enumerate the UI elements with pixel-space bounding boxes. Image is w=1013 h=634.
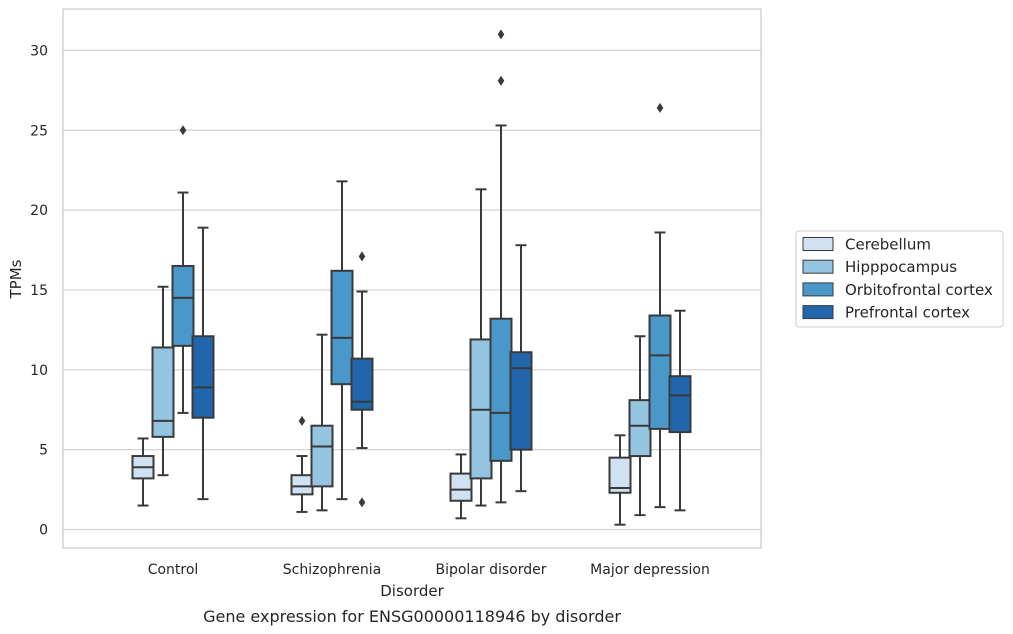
x-tick-label: Control	[148, 562, 199, 578]
legend-swatch	[802, 305, 834, 320]
legend: Cerebellum Hipppocampus Orbitofrontal cort…	[795, 230, 1004, 328]
y-tick-label: 30	[30, 43, 48, 59]
grid-lines	[63, 49, 761, 531]
box-iqr	[310, 424, 334, 488]
outlier-point	[656, 102, 664, 113]
outlier-point	[298, 415, 306, 426]
box-iqr	[449, 472, 473, 502]
x-axis-label: Disorder	[380, 582, 444, 600]
box-orbitofrontal-cortex	[648, 102, 672, 509]
legend-swatch	[802, 282, 834, 297]
outlier-point	[358, 497, 366, 508]
box-iqr	[151, 346, 175, 438]
box-iqr	[350, 357, 374, 411]
outlier-point	[497, 75, 505, 86]
plot-area-frame	[62, 8, 762, 549]
box-iqr	[668, 375, 692, 434]
box-prefrontal-cortex	[509, 244, 533, 493]
outlier-point	[497, 29, 505, 40]
legend-label: Prefrontal cortex	[845, 304, 970, 322]
box-prefrontal-cortex	[350, 251, 374, 508]
box-hipppocampus	[310, 333, 334, 512]
x-tick-label: Bipolar disorder	[435, 562, 546, 578]
box-iqr	[628, 399, 652, 458]
y-axis-label: TPMs	[7, 259, 25, 299]
x-tick-label: Major depression	[590, 562, 710, 578]
box-cerebellum	[449, 453, 473, 520]
y-tick-label: 20	[30, 203, 48, 219]
box-prefrontal-cortex	[191, 226, 215, 501]
legend-swatch	[802, 237, 834, 251]
y-tick-label: 15	[30, 283, 48, 299]
box-plot-series	[131, 29, 692, 526]
outlier-point	[358, 251, 366, 262]
y-tick-label: 10	[30, 363, 48, 379]
legend-label: Cerebellum	[845, 236, 931, 254]
x-tick-label: Schizophrenia	[283, 562, 381, 578]
legend-frame	[795, 230, 1004, 328]
box-orbitofrontal-cortex	[171, 125, 195, 414]
box-iqr	[191, 335, 215, 419]
box-iqr	[648, 314, 672, 430]
box-iqr	[330, 269, 354, 386]
box-hipppocampus	[469, 188, 493, 507]
box-cerebellum	[290, 415, 314, 513]
box-orbitofrontal-cortex	[489, 29, 513, 504]
y-tick-label: 25	[30, 123, 48, 139]
y-tick-label: 5	[39, 443, 48, 459]
box-cerebellum	[131, 437, 155, 507]
legend-swatch	[802, 259, 834, 274]
legend-label: Orbitofrontal cortex	[845, 281, 993, 299]
box-iqr	[509, 351, 533, 451]
box-iqr	[290, 474, 314, 496]
outlier-point	[179, 125, 187, 136]
box-iqr	[608, 456, 632, 494]
y-tick-label: 0	[39, 523, 48, 539]
box-iqr	[171, 264, 195, 347]
legend-label: Hipppocampus	[845, 258, 957, 276]
box-hipppocampus	[628, 335, 652, 517]
box-prefrontal-cortex	[668, 309, 692, 512]
box-iqr	[489, 317, 513, 462]
x-axis-ticks: Control Schizophrenia Bipolar disorder Majo…	[148, 562, 710, 578]
chart-caption: Gene expression for ENSG00000118946 by d…	[203, 607, 621, 626]
box-hipppocampus	[151, 285, 175, 477]
box-cerebellum	[608, 434, 632, 526]
y-axis-ticks: 0 5 10 15 20 25 30	[30, 43, 48, 538]
box-orbitofrontal-cortex	[330, 180, 354, 501]
